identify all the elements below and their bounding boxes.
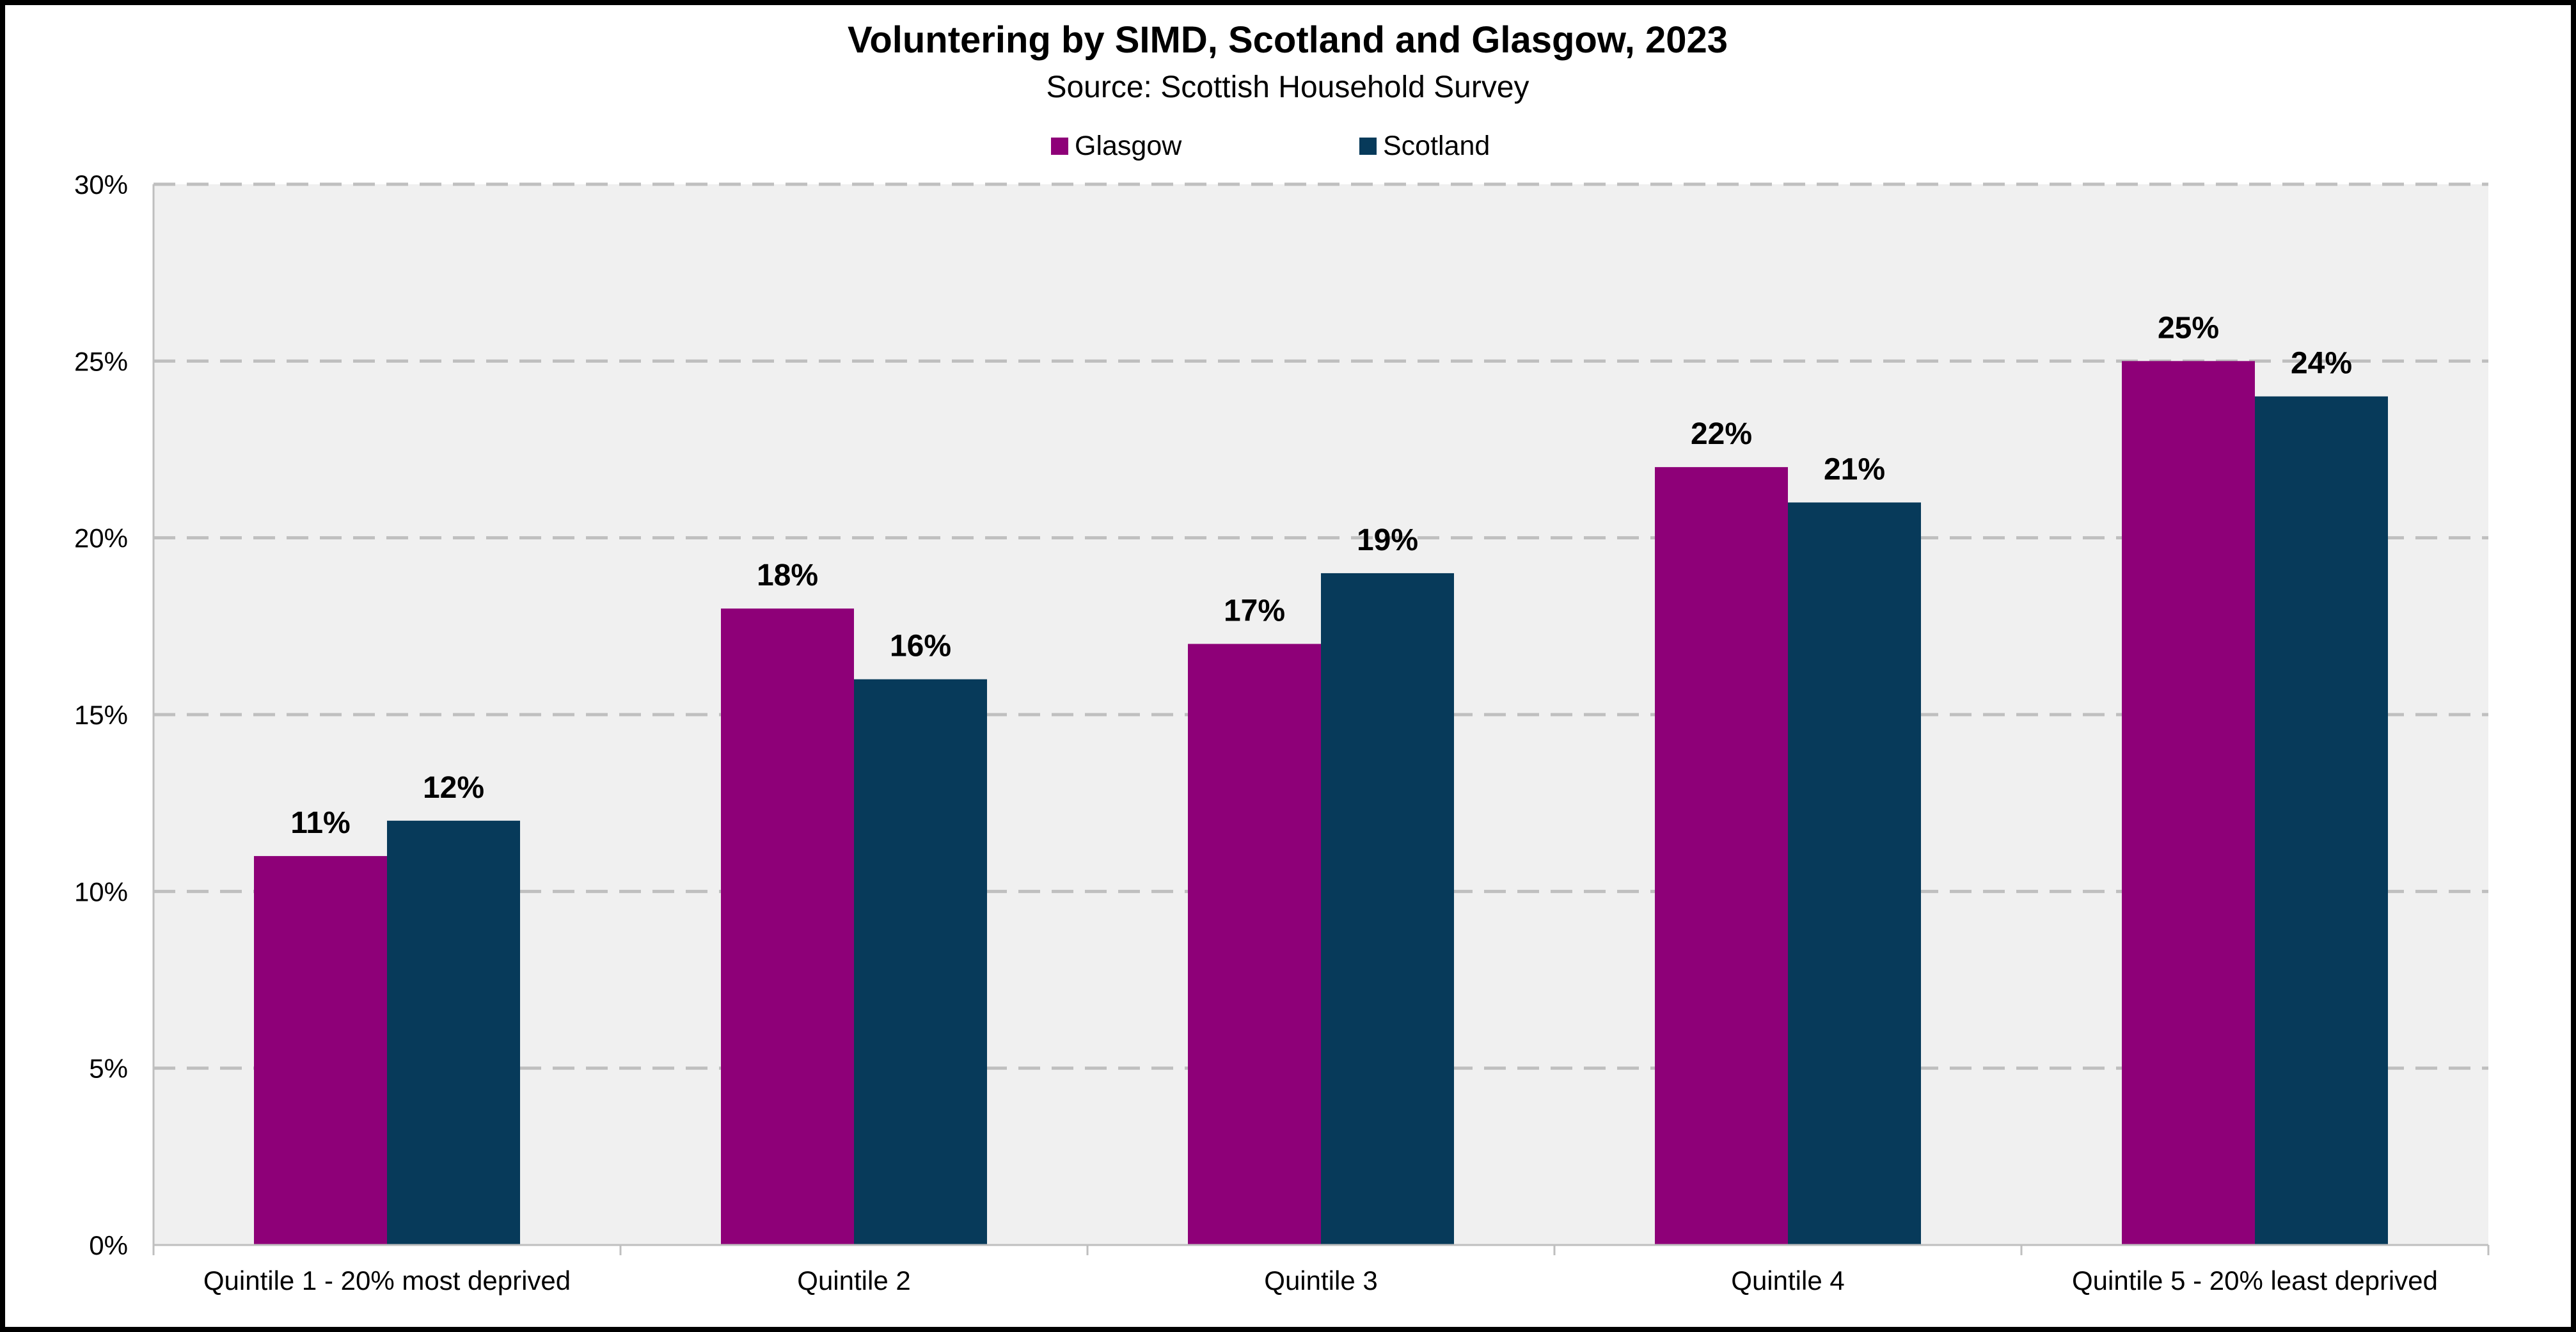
data-label-scotland-2: 16% [890, 630, 951, 663]
x-category-label: Quintile 2 [797, 1265, 910, 1296]
data-label-scotland-4: 21% [1824, 452, 1885, 486]
y-tick-label: 30% [74, 170, 128, 200]
chart-subtitle: Source: Scottish Household Survey [1046, 70, 1529, 104]
x-category-label: Quintile 3 [1264, 1265, 1377, 1296]
legend-swatch-scotland [1359, 138, 1377, 155]
y-tick-label: 15% [74, 700, 128, 730]
data-label-glasgow-4: 22% [1691, 417, 1752, 451]
bar-glasgow-1 [254, 856, 387, 1245]
y-tick-label: 10% [74, 876, 128, 907]
x-category-label: Quintile 1 - 20% most deprived [203, 1265, 571, 1296]
x-axis-category-labels: Quintile 1 - 20% most deprived Quintile 2… [203, 1265, 2438, 1296]
legend: Glasgow Scotland [1051, 131, 1490, 161]
data-label-scotland-5: 24% [2291, 347, 2352, 381]
y-tick-label: 25% [74, 346, 128, 376]
chart-title: Voluntering by SIMD, Scotland and Glasgo… [848, 19, 1728, 61]
y-tick-label: 0% [89, 1230, 128, 1260]
bar-glasgow-5 [2122, 361, 2255, 1246]
data-label-glasgow-3: 17% [1224, 594, 1285, 628]
x-category-label: Quintile 5 - 20% least deprived [2072, 1265, 2438, 1296]
y-tick-label: 5% [89, 1054, 128, 1084]
bar-scotland-4 [1788, 502, 1921, 1245]
data-label-glasgow-5: 25% [2158, 311, 2219, 345]
data-label-glasgow-1: 11% [290, 806, 350, 840]
bar-scotland-1 [387, 820, 520, 1245]
bar-glasgow-2 [721, 608, 854, 1245]
legend-label-glasgow: Glasgow [1075, 131, 1182, 161]
legend-swatch-glasgow [1051, 138, 1068, 155]
bars [254, 361, 2388, 1246]
data-label-scotland-1: 12% [423, 771, 484, 805]
bar-scotland-5 [2255, 396, 2388, 1245]
data-label-glasgow-2: 18% [757, 559, 818, 592]
y-axis-tick-labels: 0% 5% 10% 15% 20% 25% 30% [74, 170, 128, 1260]
data-labels: 11% 12% 18% 16% 17% 19% 22% 21% 25% 24% [290, 311, 2352, 840]
data-label-scotland-3: 19% [1357, 523, 1418, 557]
bar-scotland-2 [854, 679, 987, 1245]
bar-glasgow-4 [1655, 467, 1788, 1246]
legend-label-scotland: Scotland [1383, 131, 1490, 161]
y-tick-label: 20% [74, 523, 128, 553]
axes [152, 184, 2490, 1255]
bar-glasgow-3 [1188, 644, 1321, 1245]
x-category-label: Quintile 4 [1731, 1265, 1844, 1296]
bar-scotland-3 [1321, 573, 1454, 1245]
